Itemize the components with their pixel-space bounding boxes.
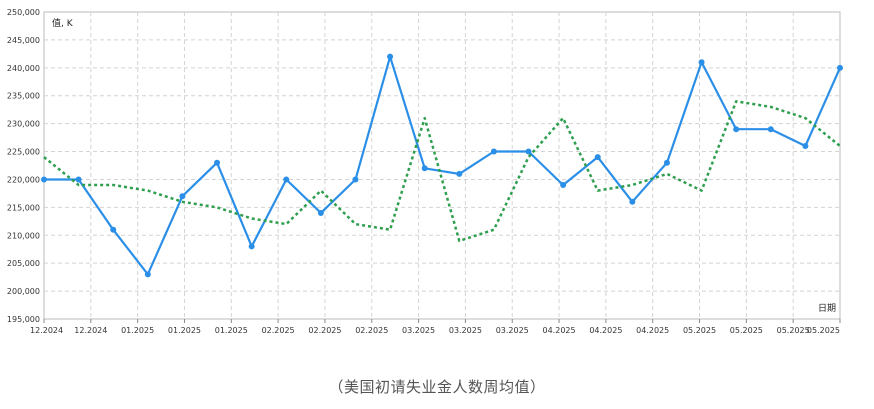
y-tick-label: 250,000: [7, 8, 40, 17]
data-point: [802, 142, 809, 149]
data-point: [525, 148, 532, 155]
data-point: [421, 165, 428, 172]
data-point: [594, 154, 601, 161]
data-point: [214, 159, 221, 166]
x-tick-label: 02.2025: [308, 326, 341, 335]
y-tick-label: 195,000: [7, 315, 40, 324]
x-tick-label: 02.2025: [355, 326, 388, 335]
plot-area: [43, 11, 841, 320]
grid-lines: [44, 12, 840, 319]
x-axis-ticks: 12.2024 12.2024 01.2025 01.2025 01.2025 02.20…: [30, 319, 841, 335]
y-tick-label: 215,000: [7, 203, 40, 212]
series-layer: [41, 53, 843, 278]
y-tick-label: 220,000: [7, 175, 40, 184]
x-tick-label: 02.2025: [262, 326, 295, 335]
x-tick-label: 04.2025: [636, 326, 669, 335]
x-tick-label: 12.2024: [30, 326, 63, 335]
data-point: [733, 126, 740, 133]
y-tick-label: 230,000: [7, 120, 40, 129]
y-tick-label: 200,000: [7, 287, 40, 296]
series-line-2: [43, 100, 841, 243]
data-point: [75, 176, 82, 183]
y-tick-label: 205,000: [7, 259, 40, 268]
x-tick-label: 01.2025: [121, 326, 154, 335]
y-tick-label: 240,000: [7, 64, 40, 73]
data-point: [317, 209, 324, 216]
line-chart: 195,000 200,000 205,000 210,000 215,000 220,0…: [7, 8, 843, 335]
x-tick-label: 05.2025: [730, 326, 763, 335]
x-tick-label: 05.2025: [807, 326, 840, 335]
y-axis-title: 值, K: [52, 17, 74, 29]
x-tick-label: 04.2025: [543, 326, 576, 335]
data-point: [387, 53, 394, 60]
x-tick-label: 03.2025: [496, 326, 529, 335]
y-tick-label: 210,000: [7, 231, 40, 240]
data-point: [352, 176, 359, 183]
x-tick-label: 03.2025: [449, 326, 482, 335]
data-point: [490, 148, 497, 155]
data-point: [283, 176, 290, 183]
data-point: [837, 64, 843, 71]
y-tick-label: 225,000: [7, 148, 40, 157]
x-tick-label: 04.2025: [589, 326, 622, 335]
y-tick-label: 235,000: [7, 92, 40, 101]
y-axis-ticks: 195,000 200,000 205,000 210,000 215,000 220,0…: [7, 8, 40, 324]
x-tick-label: 01.2025: [215, 326, 248, 335]
y-tick-label: 245,000: [7, 36, 40, 45]
data-point: [456, 170, 463, 177]
x-tick-label: 03.2025: [402, 326, 435, 335]
data-point: [767, 126, 774, 133]
data-point: [144, 271, 151, 278]
x-axis-title: 日期: [818, 303, 836, 314]
data-point: [698, 59, 705, 66]
data-point: [248, 243, 255, 250]
x-tick-label: 05.2025: [777, 326, 810, 335]
x-tick-label: 01.2025: [168, 326, 201, 335]
x-tick-label: 05.2025: [683, 326, 716, 335]
data-point: [41, 176, 47, 183]
x-tick-label: 12.2024: [74, 326, 107, 335]
chart-caption: （美国初请失业金人数周均值）: [328, 378, 546, 396]
series-line-1: [42, 55, 842, 276]
data-point: [663, 159, 670, 166]
data-point: [179, 193, 186, 200]
data-point: [629, 198, 636, 205]
data-point: [560, 182, 567, 189]
data-point: [110, 226, 117, 233]
